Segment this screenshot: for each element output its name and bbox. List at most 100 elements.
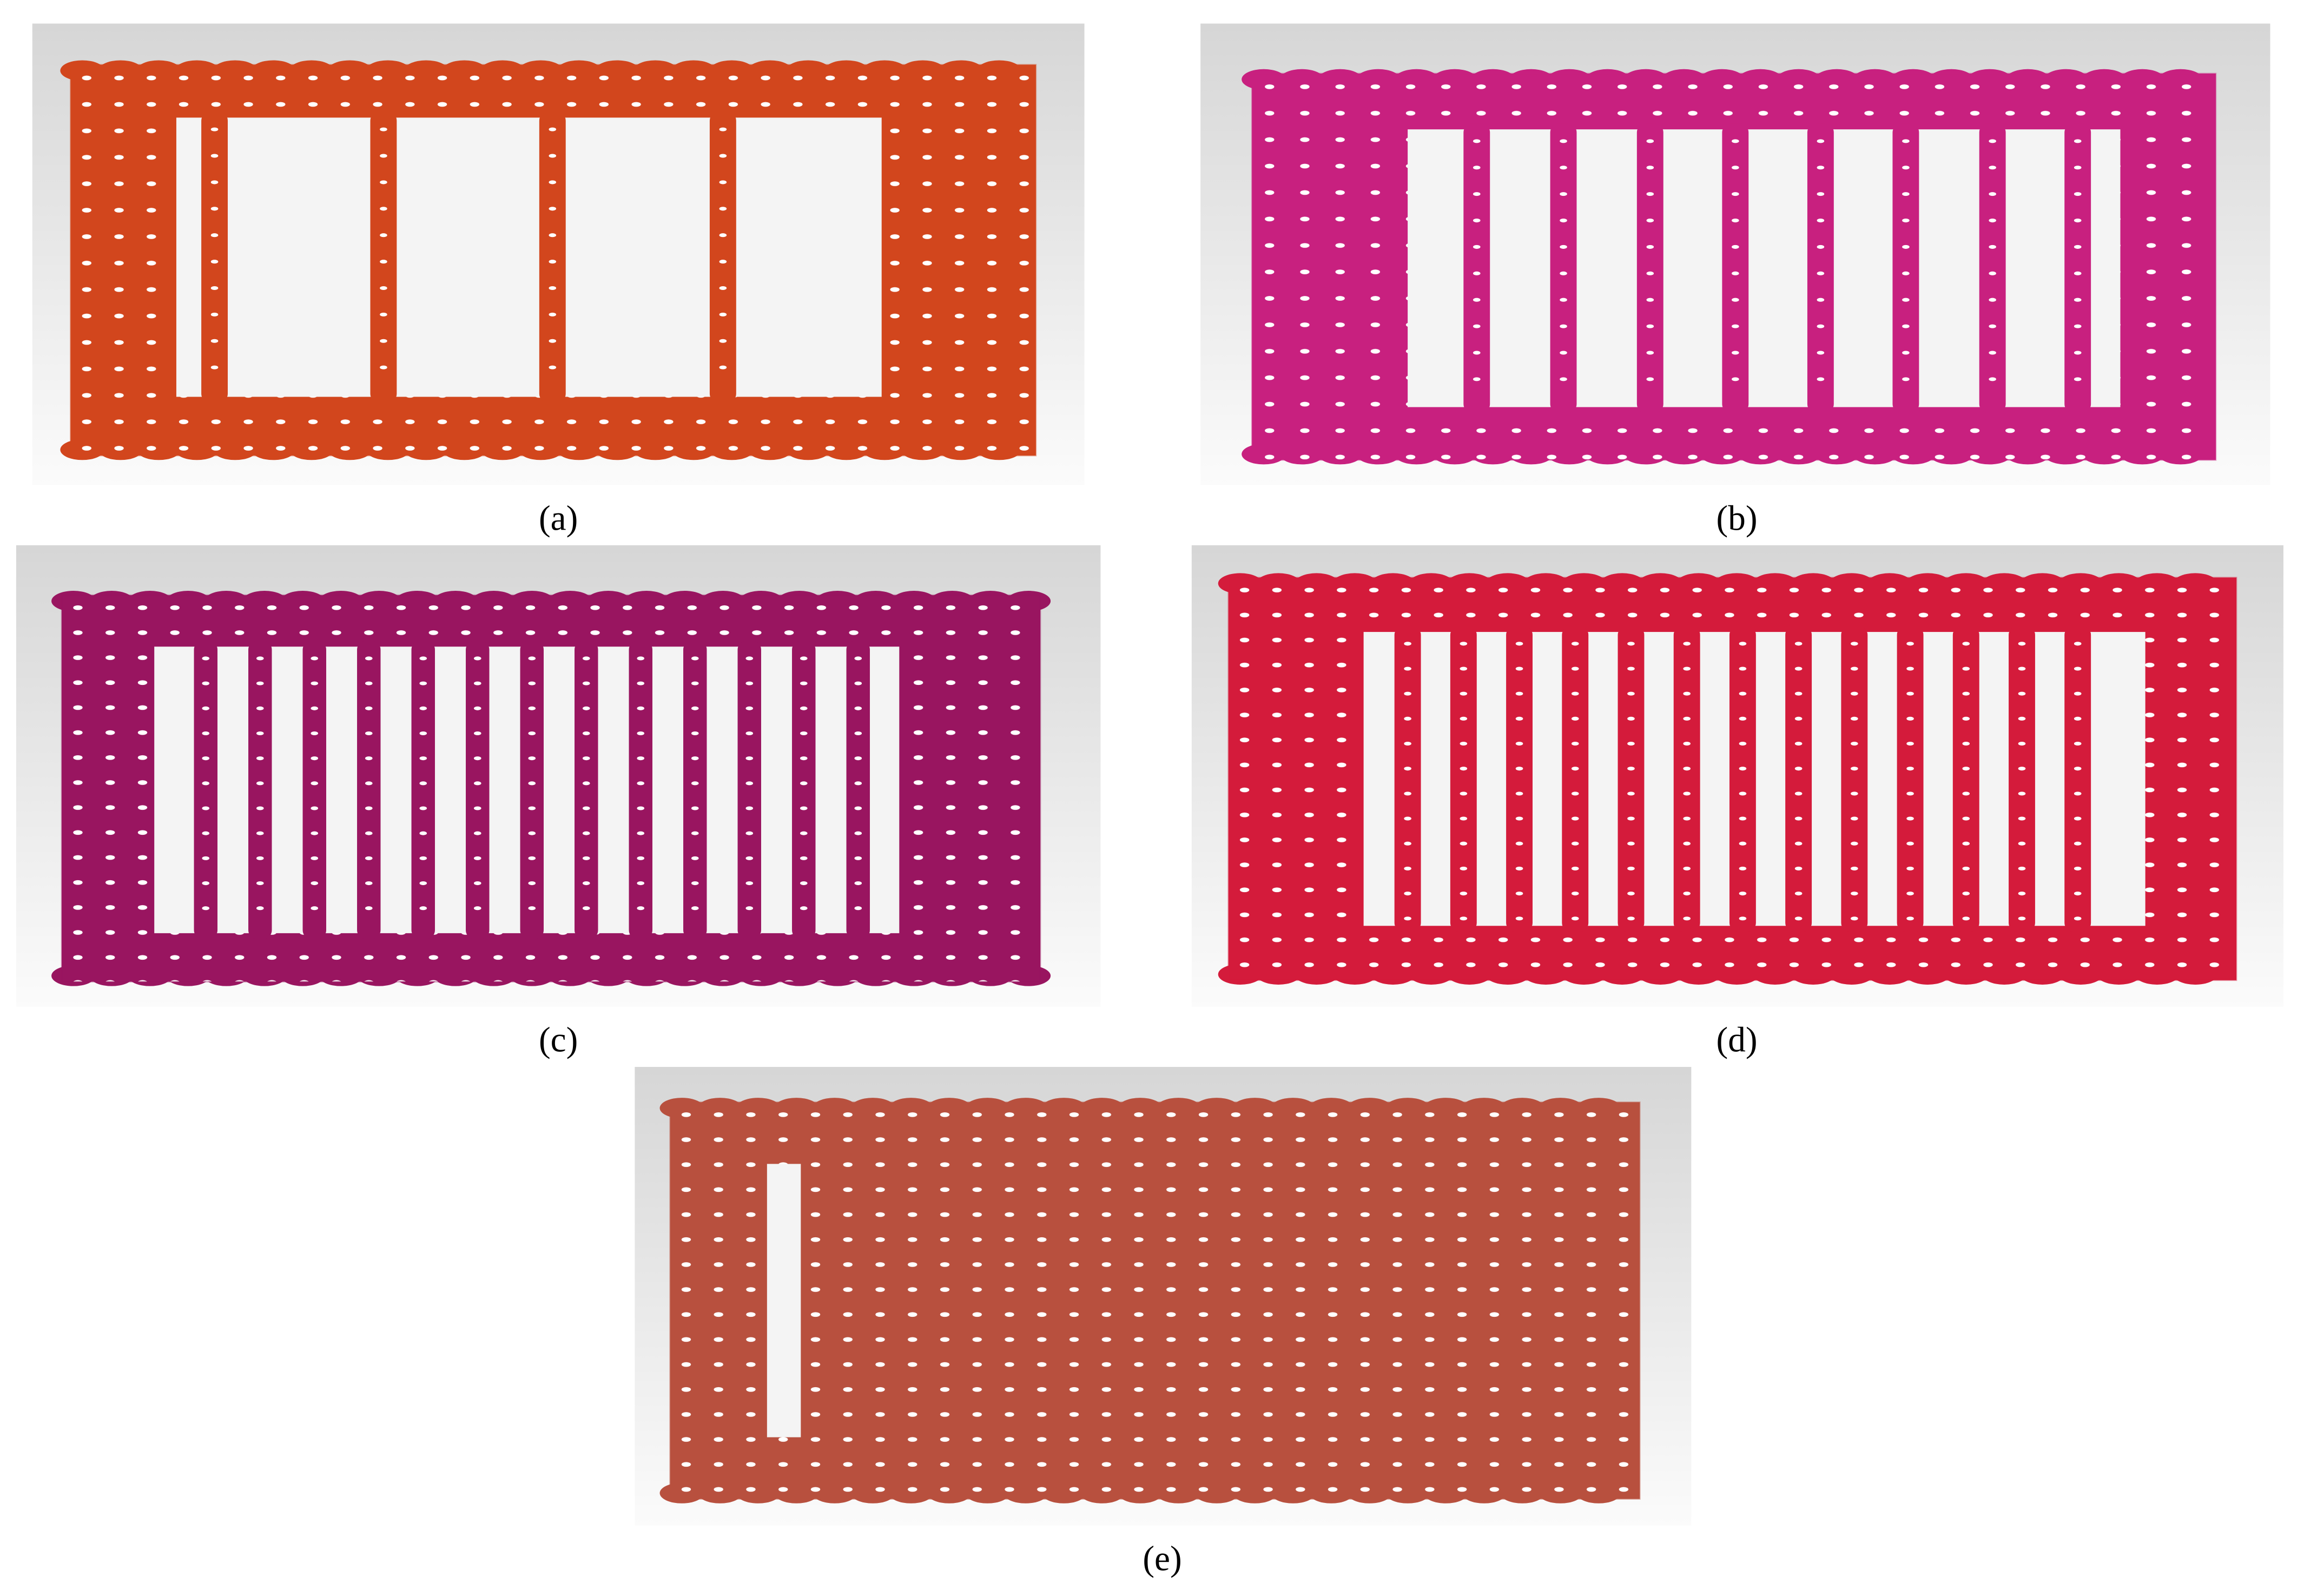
strut-hole: [745, 881, 754, 886]
strut-hole: [210, 260, 219, 264]
strut-hole: [1460, 642, 1468, 646]
strut-hole: [1683, 916, 1691, 921]
strut-hole: [311, 906, 319, 911]
strut-hole: [637, 806, 645, 810]
strut-hole: [1571, 716, 1579, 721]
strut-hole: [202, 706, 210, 710]
strut-hole: [800, 656, 808, 661]
strut-hole: [473, 856, 481, 860]
strut-hole: [1902, 298, 1910, 302]
strut-hole: [528, 681, 536, 685]
strut-hole: [528, 781, 536, 786]
strut-hole: [1851, 892, 1858, 896]
strut-hole: [202, 906, 210, 911]
lattice-strut: [248, 641, 272, 939]
strut-hole: [1962, 642, 1970, 646]
strut-hole: [1627, 816, 1635, 821]
strut-hole: [419, 731, 427, 736]
lattice-strut: [466, 641, 490, 939]
strut-hole: [1646, 219, 1654, 223]
strut-hole: [1627, 716, 1635, 721]
strut-hole: [854, 806, 862, 810]
strut-hole: [1989, 298, 1996, 302]
strut-hole: [745, 731, 754, 736]
strut-hole: [1473, 139, 1481, 143]
strut-hole: [1646, 245, 1654, 249]
strut-hole: [854, 906, 862, 911]
strut-hole: [473, 831, 481, 835]
strut-hole: [1473, 324, 1481, 328]
lattice-strut: [629, 641, 652, 939]
lattice-strut: [1729, 626, 1756, 932]
strut-hole: [854, 681, 862, 685]
strut-hole: [1817, 298, 1825, 302]
strut-hole: [1902, 351, 1910, 355]
panel-label: (a): [539, 499, 578, 538]
strut-hole: [1404, 667, 1411, 671]
strut-hole: [1902, 192, 1910, 196]
strut-hole: [1732, 166, 1739, 170]
strut-hole: [1571, 866, 1579, 870]
lattice-strut: [539, 111, 566, 403]
lattice-strut: [1618, 626, 1645, 932]
strut-hole: [1571, 816, 1579, 821]
strut-hole: [380, 127, 387, 131]
strut-hole: [1962, 816, 1970, 821]
strut-hole: [719, 180, 727, 184]
strut-hole: [1404, 892, 1411, 896]
panel: (d): [1191, 545, 2283, 1060]
strut-hole: [1902, 377, 1910, 381]
strut-hole: [1906, 716, 1914, 721]
strut-hole: [691, 781, 699, 786]
strut-hole: [2074, 792, 2082, 796]
strut-hole: [1627, 916, 1635, 921]
strut-hole: [1460, 792, 1468, 796]
strut-hole: [1683, 866, 1691, 870]
strut-hole: [719, 154, 727, 158]
strut-hole: [1851, 816, 1858, 821]
strut-hole: [1794, 767, 1803, 771]
strut-hole: [1627, 667, 1635, 671]
strut-hole: [745, 781, 754, 786]
strut-hole: [210, 233, 219, 238]
strut-hole: [210, 365, 219, 370]
strut-hole: [1732, 351, 1739, 355]
strut-hole: [549, 207, 557, 211]
strut-hole: [637, 906, 645, 911]
strut-hole: [691, 806, 699, 810]
strut-hole: [419, 756, 427, 761]
lattice-strut: [1394, 626, 1421, 932]
strut-hole: [1817, 219, 1825, 223]
strut-hole: [854, 706, 862, 710]
strut-hole: [691, 881, 699, 886]
strut-hole: [1460, 866, 1468, 870]
strut-hole: [1962, 767, 1970, 771]
strut-hole: [1646, 166, 1654, 170]
strut-hole: [2074, 741, 2082, 746]
strut-hole: [528, 731, 536, 736]
strut-hole: [419, 806, 427, 810]
strut-hole: [719, 365, 727, 370]
strut-hole: [256, 881, 264, 886]
strut-hole: [2074, 892, 2082, 896]
strut-hole: [1732, 324, 1739, 328]
strut-hole: [745, 656, 754, 661]
lattice-strut: [1841, 626, 1868, 932]
strut-hole: [419, 781, 427, 786]
strut-hole: [582, 681, 590, 685]
strut-hole: [1515, 667, 1523, 671]
strut-hole: [2074, 866, 2082, 870]
strut-hole: [419, 881, 427, 886]
strut-hole: [1683, 741, 1691, 746]
strut-hole: [1851, 841, 1858, 846]
strut-hole: [1906, 642, 1914, 646]
strut-hole: [582, 881, 590, 886]
strut-hole: [1962, 916, 1970, 921]
strut-hole: [1794, 892, 1803, 896]
lattice-strut: [1979, 123, 2006, 413]
strut-hole: [1739, 792, 1747, 796]
strut-hole: [2018, 642, 2026, 646]
strut-hole: [311, 831, 319, 835]
strut-hole: [1460, 741, 1468, 746]
strut-hole: [549, 365, 557, 370]
